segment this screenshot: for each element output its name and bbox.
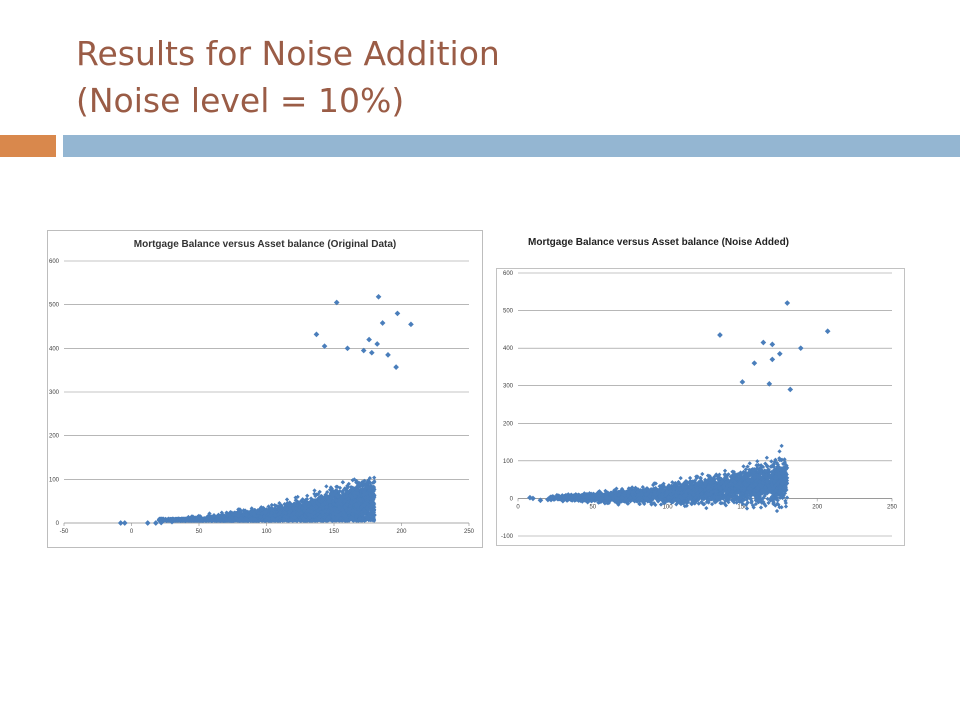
title-underline-bar xyxy=(63,135,960,157)
data-point xyxy=(284,497,290,502)
data-point xyxy=(371,507,377,512)
data-point xyxy=(341,510,347,515)
data-point xyxy=(275,504,281,509)
data-point xyxy=(325,489,330,495)
data-point xyxy=(344,508,349,513)
y-tick-label: 500 xyxy=(49,303,60,309)
data-point xyxy=(337,489,342,494)
data-cloud xyxy=(156,475,377,523)
data-point xyxy=(273,506,278,511)
y-tick-label: 300 xyxy=(49,390,60,396)
data-point xyxy=(355,488,360,493)
slide-title-line-2: (Noise level = 10%) xyxy=(76,81,405,120)
data-point xyxy=(368,480,373,485)
data-point xyxy=(370,501,375,506)
data-point xyxy=(356,501,362,506)
x-tick-label: 0 xyxy=(130,529,134,535)
data-point xyxy=(353,494,358,499)
data-point xyxy=(244,513,249,518)
data-point xyxy=(346,481,351,486)
y-tick-label: 0 xyxy=(56,521,60,527)
data-point xyxy=(222,513,227,518)
data-point xyxy=(324,484,329,489)
data-point xyxy=(336,498,342,503)
x-tick-label: 50 xyxy=(196,529,203,535)
data-point xyxy=(360,479,365,485)
data-point xyxy=(305,493,310,498)
data-point xyxy=(333,489,338,495)
data-point xyxy=(239,509,244,514)
data-point xyxy=(312,514,317,519)
chart-original-data: Mortgage Balance versus Asset balance (O… xyxy=(47,230,483,548)
data-point xyxy=(317,489,322,494)
data-point xyxy=(330,493,335,498)
data-point xyxy=(219,510,224,515)
data-point xyxy=(320,510,326,516)
data-point xyxy=(271,510,277,515)
data-point xyxy=(310,518,315,523)
data-point xyxy=(336,494,341,500)
y-tick-label: 200 xyxy=(49,434,60,440)
y-tick-label: 600 xyxy=(49,259,60,265)
data-point xyxy=(258,505,263,511)
slide-title: Results for Noise Addition (Noise level … xyxy=(76,30,876,124)
data-point xyxy=(317,498,322,503)
data-point xyxy=(243,508,248,513)
y-tick-label: 400 xyxy=(49,346,60,352)
data-point xyxy=(368,493,373,498)
data-point xyxy=(339,502,344,507)
chart-title: Mortgage Balance versus Asset balance (O… xyxy=(133,239,397,250)
data-point xyxy=(357,516,363,521)
data-point xyxy=(211,512,217,518)
data-point xyxy=(371,509,377,515)
data-point xyxy=(293,498,298,503)
data-point xyxy=(353,518,359,523)
x-tick-label: 150 xyxy=(329,529,340,535)
data-point xyxy=(372,475,377,480)
x-tick-label: -50 xyxy=(60,529,69,535)
data-point xyxy=(313,493,318,499)
slide-title-line-1: Results for Noise Addition xyxy=(76,34,500,73)
data-point xyxy=(323,492,328,497)
x-tick-label: 200 xyxy=(396,529,407,535)
x-tick-label: 100 xyxy=(261,529,272,535)
y-tick-label: 100 xyxy=(49,477,60,483)
data-point xyxy=(350,478,355,483)
data-point xyxy=(340,490,346,495)
data-point xyxy=(344,486,350,491)
x-tick-label: 250 xyxy=(464,529,475,535)
data-point xyxy=(297,518,302,523)
data-point xyxy=(330,498,336,503)
data-point xyxy=(272,502,277,508)
data-point xyxy=(368,510,373,516)
title-accent-bar xyxy=(0,135,56,157)
data-point xyxy=(340,480,345,485)
data-point xyxy=(327,497,332,502)
data-point xyxy=(312,488,317,493)
